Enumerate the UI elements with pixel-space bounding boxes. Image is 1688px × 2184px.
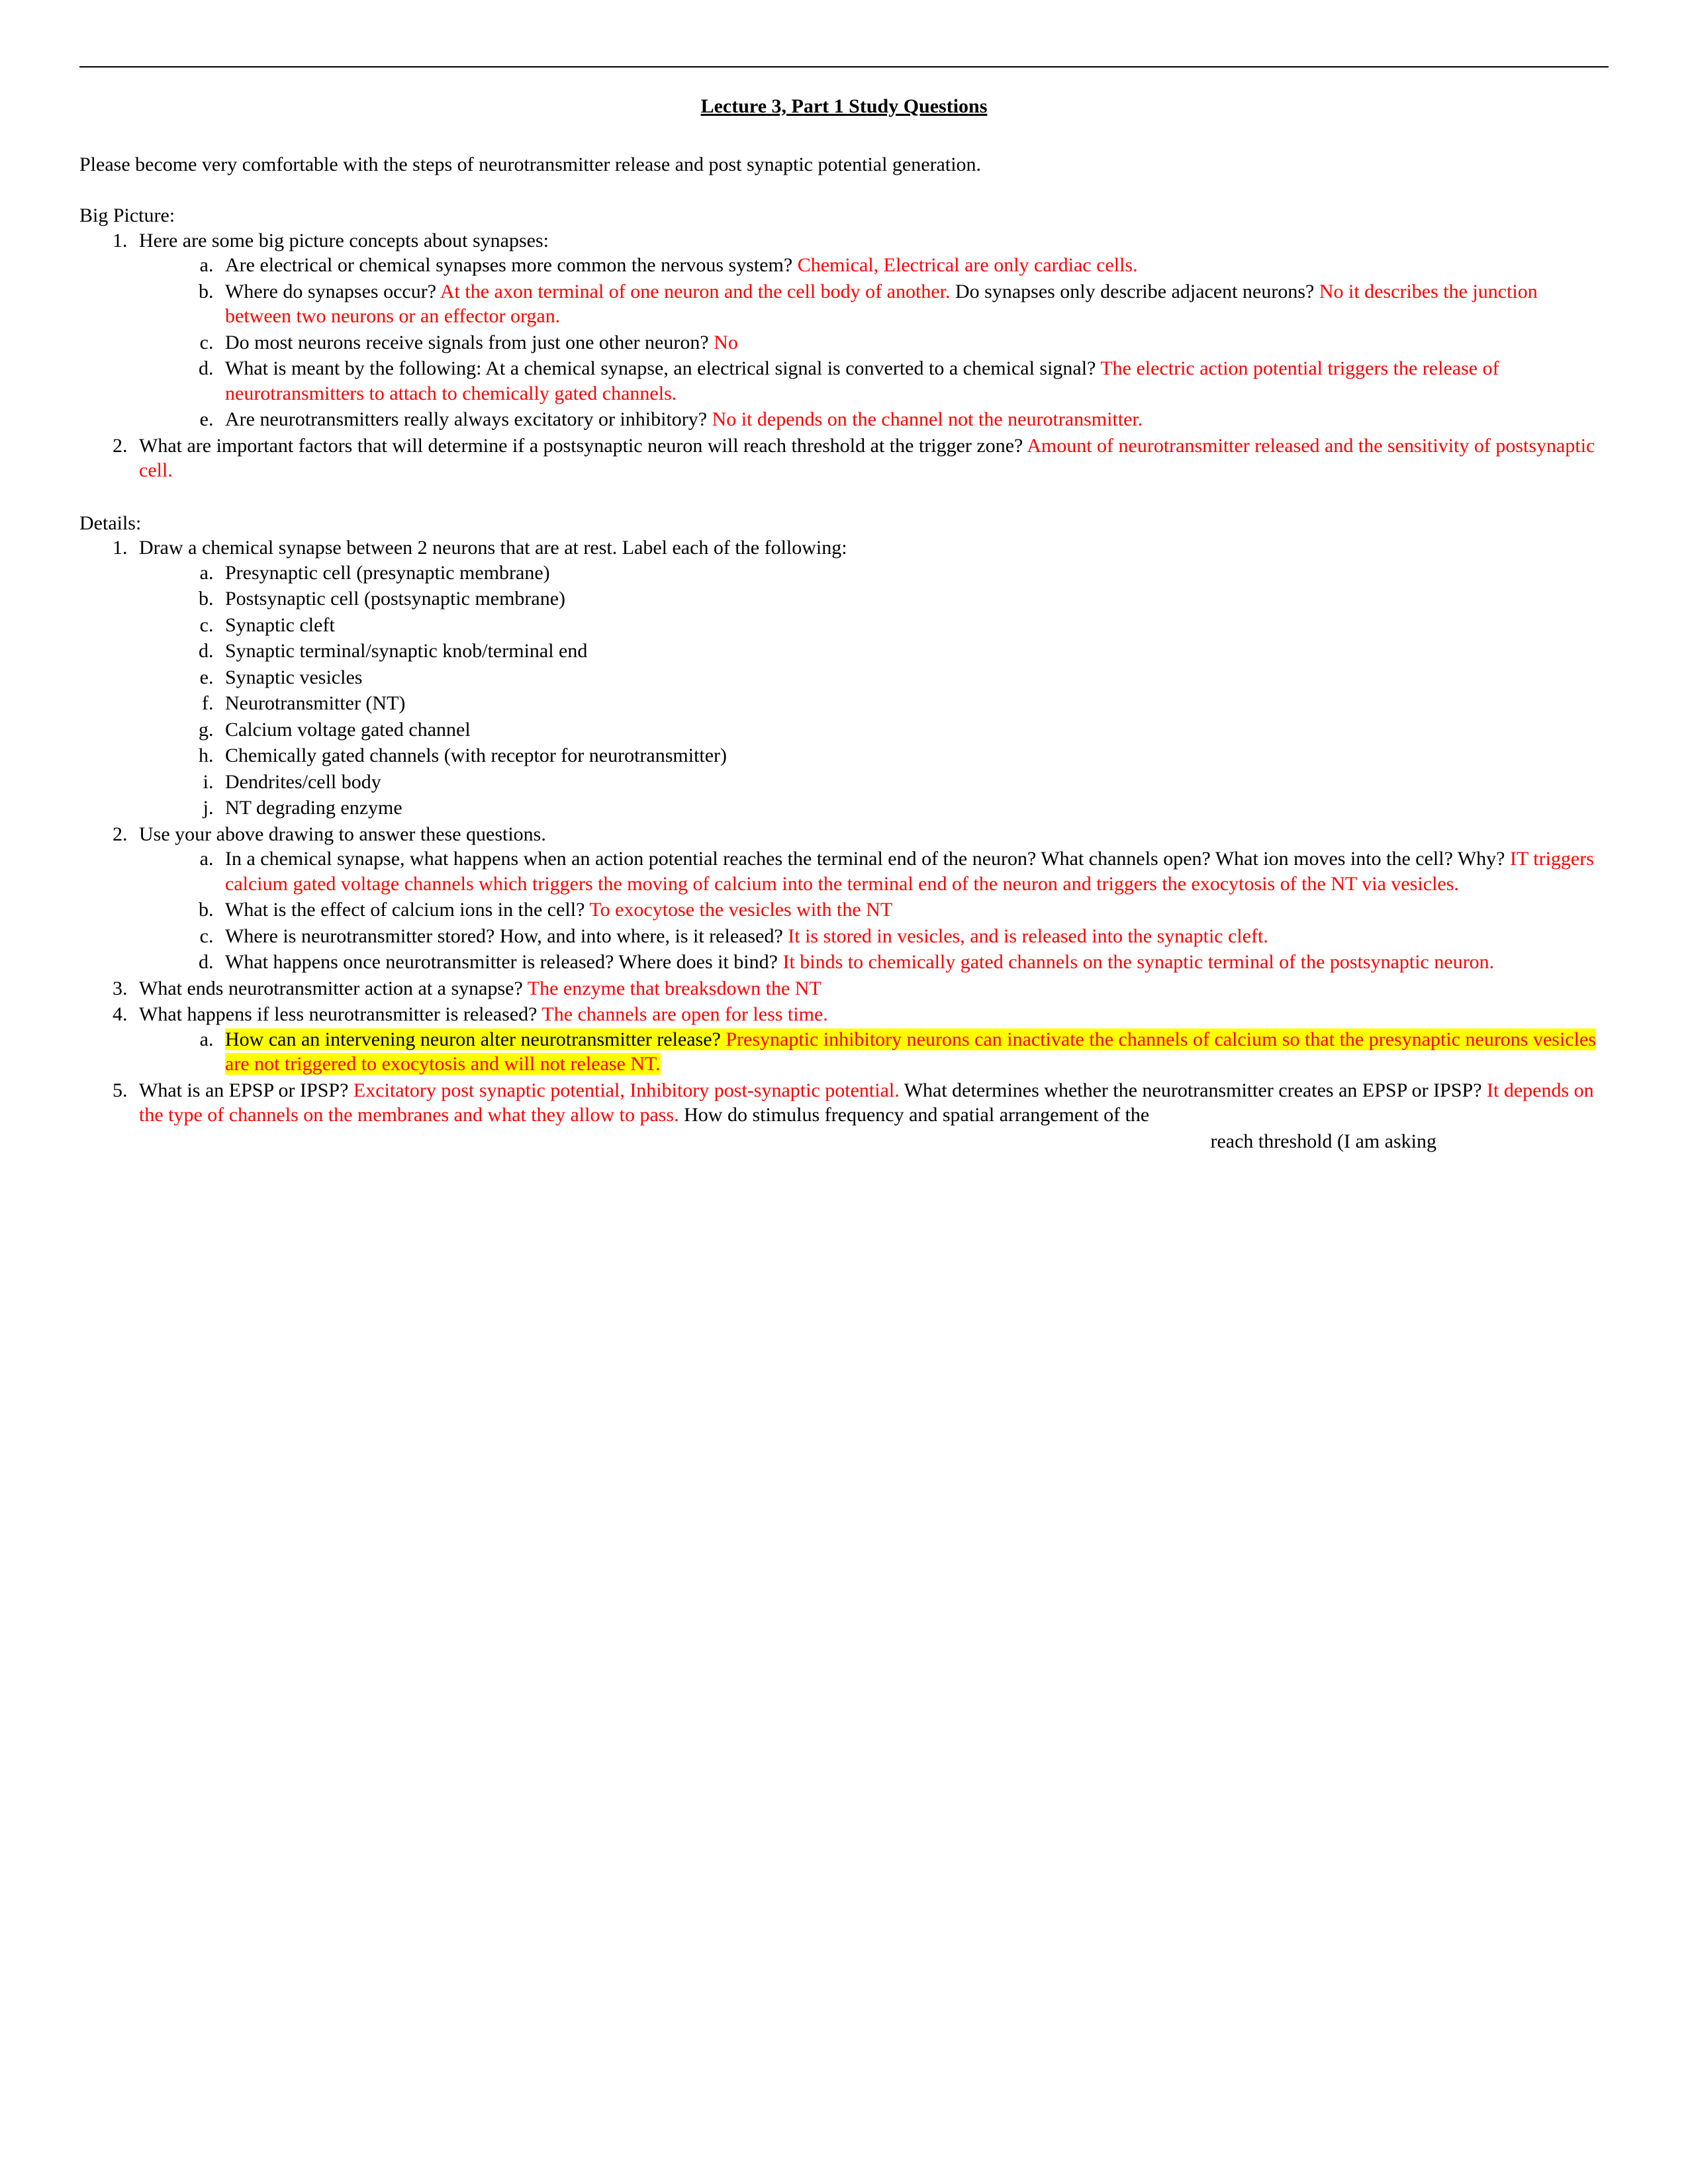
bp-q1a: Are electrical or chemical synapses more… [218,253,1609,278]
bp-q1b-q1: Where do synapses occur? [225,281,440,302]
d-q1a: Presynaptic cell (presynaptic membrane) [218,561,1609,586]
d-item-5: What is an EPSP or IPSP? Excitatory post… [132,1078,1609,1128]
big-picture-list: Here are some big picture concepts about… [79,228,1609,483]
d-q2c: Where is neurotransmitter stored? How, a… [218,924,1609,949]
d-q2b-q: What is the effect of calcium ions in th… [225,899,589,921]
d-q4a-a3: to exocytosis and will not release NT. [361,1053,661,1075]
d-item-2: Use your above drawing to answer these q… [132,822,1609,975]
bp-q1c-q: Do most neurons receive signals from jus… [225,332,714,353]
d-q3-q: What ends neurotransmitter action at a s… [139,978,528,999]
d-q1e: Synaptic vesicles [218,665,1609,690]
bp-q1e-a: No it depends on the channel not the neu… [712,408,1143,430]
d-q1g: Calcium voltage gated channel [218,717,1609,743]
page-title: Lecture 3, Part 1 Study Questions [79,94,1609,119]
intro-paragraph: Please become very comfortable with the … [79,152,1609,177]
bp-q1d: What is meant by the following: At a che… [218,356,1609,406]
d-q2d: What happens once neurotransmitter is re… [218,950,1609,975]
d-q1-stem: Draw a chemical synapse between 2 neuron… [139,537,847,559]
top-rule [79,66,1609,68]
bp-q1c-a: No [714,332,738,353]
page: Lecture 3, Part 1 Study Questions Please… [0,0,1688,2184]
d-q5-q2: What determines whether the neurotransmi… [904,1079,1487,1101]
bp-q1b-a1: At the axon terminal of one neuron and t… [440,281,955,302]
d-q4-sublist: How can an intervening neuron alter neur… [139,1027,1609,1077]
details-label: Details: [79,511,1609,536]
d-item-1: Draw a chemical synapse between 2 neuron… [132,535,1609,821]
d-q2c-q: Where is neurotransmitter stored? How, a… [225,925,788,947]
bp-q1e: Are neurotransmitters really always exci… [218,407,1609,432]
bp-q1a-q: Are electrical or chemical synapses more… [225,254,798,276]
bp-q1-sublist: Are electrical or chemical synapses more… [139,253,1609,432]
d-q3-a: The enzyme that breaksdown the NT [528,978,821,999]
d-q1b: Postsynaptic cell (postsynaptic membrane… [218,586,1609,612]
bp-q1-stem: Here are some big picture concepts about… [139,230,549,251]
bp-q1a-a: Chemical, Electrical are only cardiac ce… [798,254,1138,276]
bp-q2-q: What are important factors that will det… [139,435,1027,457]
d-q5-a1: Excitatory post synaptic potential, Inhi… [353,1079,904,1101]
details-list: Draw a chemical synapse between 2 neuron… [79,535,1609,1128]
d-q5-q3: How do stimulus frequency and spatial ar… [684,1104,1149,1126]
bp-q1b-q2: Do synapses only describe adjacent neuro… [955,281,1319,302]
bp-item-2: What are important factors that will det… [132,433,1609,483]
bp-q1b: Where do synapses occur? At the axon ter… [218,279,1609,329]
d-q2-sublist: In a chemical synapse, what happens when… [139,846,1609,975]
d-q1f: Neurotransmitter (NT) [218,691,1609,716]
d-q1d: Synaptic terminal/synaptic knob/terminal… [218,639,1609,664]
d-item-4: What happens if less neurotransmitter is… [132,1002,1609,1077]
bp-q1c: Do most neurons receive signals from jus… [218,330,1609,355]
d-item-3: What ends neurotransmitter action at a s… [132,976,1609,1001]
d-q2a: In a chemical synapse, what happens when… [218,846,1609,896]
d-q1h: Chemically gated channels (with receptor… [218,743,1609,768]
d-q2b: What is the effect of calcium ions in th… [218,897,1609,923]
d-q2d-q: What happens once neurotransmitter is re… [225,951,782,973]
d-q5-q1: What is an EPSP or IPSP? [139,1079,353,1101]
d-q4-q: What happens if less neurotransmitter is… [139,1003,541,1025]
d-q1-sublist: Presynaptic cell (presynaptic membrane) … [139,561,1609,821]
big-picture-label: Big Picture: [79,203,1609,228]
d-q4a: How can an intervening neuron alter neur… [218,1027,1609,1077]
d-q2b-a: To exocytose the vesicles with the NT [589,899,892,921]
spacer [79,484,1609,504]
trailing-fragment: reach threshold (I am asking [79,1129,1609,1154]
d-q4-a: The channels are open for less time. [541,1003,827,1025]
bp-q1e-q: Are neurotransmitters really always exci… [225,408,712,430]
d-q4a-a1: Presynaptic inhibitory neurons [726,1028,974,1050]
d-q1c: Synaptic cleft [218,613,1609,638]
d-q2c-a: It is stored in vesicles, and is release… [788,925,1268,947]
d-q1j: NT degrading enzyme [218,796,1609,821]
d-q2a-q: In a chemical synapse, what happens when… [225,848,1510,870]
d-q4a-q: How can an intervening neuron alter neur… [225,1028,726,1050]
d-q2-stem: Use your above drawing to answer these q… [139,823,546,845]
bp-item-1: Here are some big picture concepts about… [132,228,1609,432]
d-q2d-a: It binds to chemically gated channels on… [782,951,1494,973]
d-q1i: Dendrites/cell body [218,770,1609,795]
bp-q1d-q: What is meant by the following: At a che… [225,357,1100,379]
